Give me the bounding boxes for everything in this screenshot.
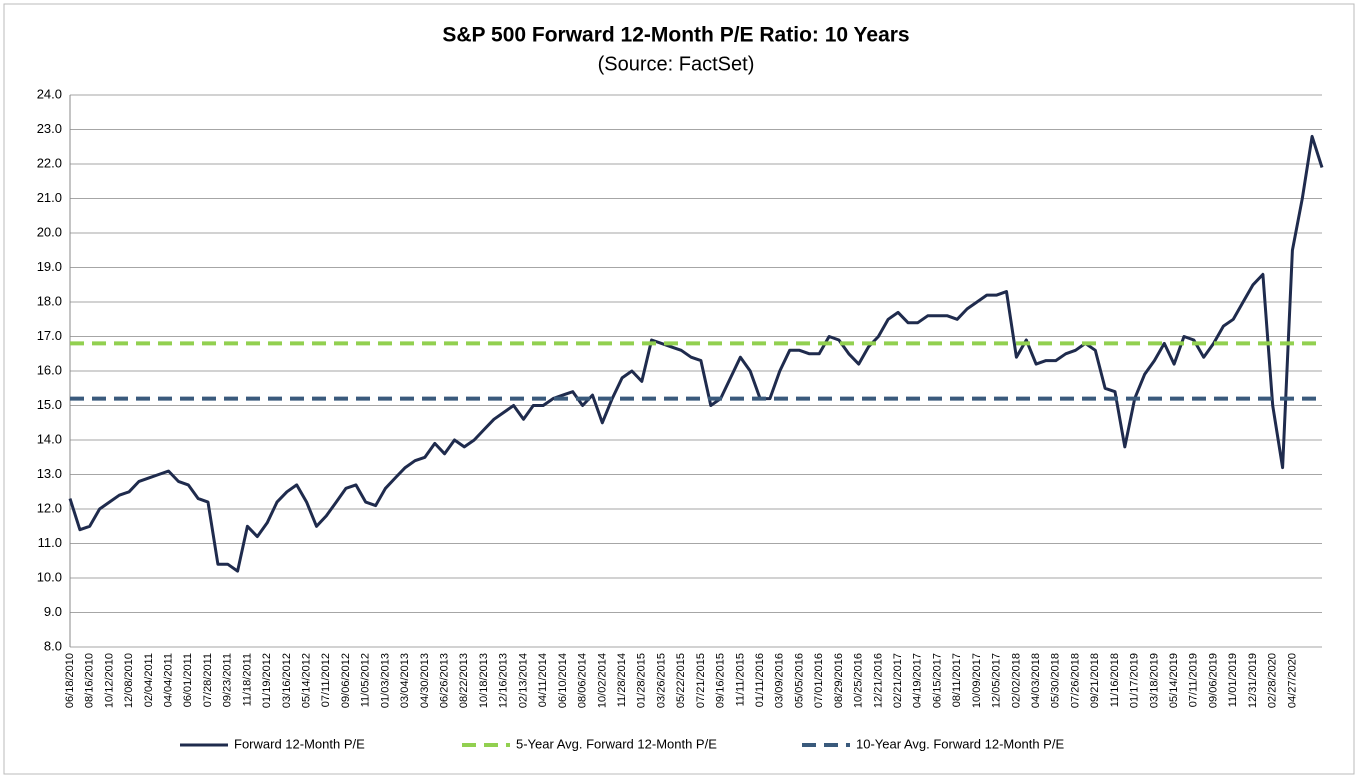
x-tick-label: 01/11/2016 (754, 653, 766, 707)
x-tick-label: 03/26/2015 (655, 653, 667, 708)
x-tick-label: 06/01/2011 (182, 653, 194, 707)
x-tick-label: 11/18/2011 (241, 653, 253, 706)
x-tick-label: 07/11/2019 (1188, 653, 1200, 707)
chart-subtitle: (Source: FactSet) (598, 53, 755, 75)
legend-label: 10-Year Avg. Forward 12-Month P/E (856, 736, 1064, 751)
x-tick-label: 10/18/2013 (478, 653, 490, 708)
y-tick-label: 16.0 (37, 362, 62, 377)
y-tick-label: 13.0 (37, 466, 62, 481)
x-tick-label: 11/11/2015 (734, 653, 746, 706)
chart-title: S&P 500 Forward 12-Month P/E Ratio: 10 Y… (442, 24, 909, 47)
x-tick-label: 07/28/2011 (202, 653, 214, 707)
x-tick-label: 12/08/2010 (123, 653, 135, 708)
x-tick-label: 09/16/2015 (715, 653, 727, 708)
x-tick-label: 11/05/2012 (360, 653, 372, 707)
x-tick-label: 04/04/2011 (162, 653, 174, 707)
x-tick-label: 01/19/2012 (261, 653, 273, 708)
x-tick-label: 03/16/2012 (281, 653, 293, 708)
x-tick-label: 09/21/2018 (1089, 653, 1101, 708)
x-tick-label: 07/26/2018 (1069, 653, 1081, 708)
x-tick-label: 07/11/2012 (320, 653, 332, 707)
x-tick-label: 08/29/2016 (833, 653, 845, 708)
x-tick-label: 05/22/2015 (675, 653, 687, 708)
y-tick-label: 12.0 (37, 500, 62, 515)
x-tick-label: 12/05/2017 (991, 653, 1003, 708)
x-tick-label: 11/16/2018 (1109, 653, 1121, 707)
y-tick-label: 21.0 (37, 190, 62, 205)
x-tick-label: 05/05/2016 (793, 653, 805, 708)
y-tick-label: 8.0 (44, 638, 62, 653)
x-tick-label: 01/28/2015 (636, 653, 648, 708)
x-tick-label: 10/02/2014 (596, 653, 608, 708)
x-tick-label: 08/11/2017 (951, 653, 963, 707)
y-tick-label: 15.0 (37, 397, 62, 412)
x-tick-label: 12/16/2013 (498, 653, 510, 708)
x-tick-label: 03/09/2016 (774, 653, 786, 708)
x-tick-label: 11/01/2019 (1227, 653, 1239, 707)
x-tick-label: 06/15/2017 (931, 653, 943, 708)
x-tick-label: 04/30/2013 (419, 653, 431, 708)
x-tick-label: 06/26/2013 (439, 653, 451, 708)
y-tick-label: 20.0 (37, 224, 62, 239)
x-tick-label: 10/25/2016 (853, 653, 865, 708)
x-tick-label: 09/06/2019 (1207, 653, 1219, 708)
x-tick-label: 04/19/2017 (912, 653, 924, 708)
x-tick-label: 08/22/2013 (458, 653, 470, 708)
y-tick-label: 18.0 (37, 293, 62, 308)
x-tick-label: 09/06/2012 (340, 653, 352, 708)
y-tick-label: 23.0 (37, 121, 62, 136)
x-tick-label: 04/11/2014 (537, 653, 549, 707)
y-tick-label: 19.0 (37, 259, 62, 274)
y-tick-label: 10.0 (37, 569, 62, 584)
y-tick-label: 17.0 (37, 328, 62, 343)
x-tick-label: 01/03/2013 (379, 653, 391, 708)
x-tick-label: 05/30/2018 (1050, 653, 1062, 708)
x-tick-label: 09/23/2011 (222, 653, 234, 707)
x-tick-label: 08/06/2014 (577, 653, 589, 708)
x-tick-label: 03/04/2013 (399, 653, 411, 708)
x-tick-label: 02/21/2017 (892, 653, 904, 708)
y-tick-label: 9.0 (44, 604, 62, 619)
pe-line (68, 134, 1324, 573)
y-tick-label: 22.0 (37, 155, 62, 170)
x-tick-label: 06/18/2010 (64, 653, 76, 708)
x-tick-label: 12/31/2019 (1247, 653, 1259, 708)
x-tick-label: 11/28/2014 (616, 653, 628, 707)
x-tick-label: 10/09/2017 (971, 653, 983, 708)
y-tick-label: 14.0 (37, 431, 62, 446)
x-tick-label: 12/21/2016 (872, 653, 884, 708)
y-tick-label: 24.0 (37, 86, 62, 101)
x-tick-label: 10/12/2010 (103, 653, 115, 708)
x-tick-label: 03/18/2019 (1148, 653, 1160, 708)
x-tick-label: 08/16/2010 (84, 653, 96, 708)
x-tick-label: 07/21/2015 (695, 653, 707, 708)
x-tick-label: 05/14/2012 (301, 653, 313, 708)
x-tick-label: 02/04/2011 (143, 653, 155, 707)
x-tick-label: 07/01/2016 (813, 653, 825, 708)
legend-label: 5-Year Avg. Forward 12-Month P/E (516, 736, 717, 751)
chart-frame (3, 3, 1355, 775)
x-tick-label: 02/02/2018 (1010, 653, 1022, 708)
x-tick-label: 02/13/2014 (517, 653, 529, 708)
y-tick-label: 11.0 (38, 535, 62, 550)
x-tick-label: 05/14/2019 (1168, 653, 1180, 708)
x-tick-label: 04/03/2018 (1030, 653, 1042, 708)
x-tick-label: 04/27/2020 (1286, 653, 1298, 708)
x-tick-label: 06/10/2014 (557, 653, 569, 708)
x-tick-label: 02/28/2020 (1267, 653, 1279, 708)
x-tick-label: 01/17/2019 (1129, 653, 1141, 708)
legend-label: Forward 12-Month P/E (234, 736, 365, 751)
